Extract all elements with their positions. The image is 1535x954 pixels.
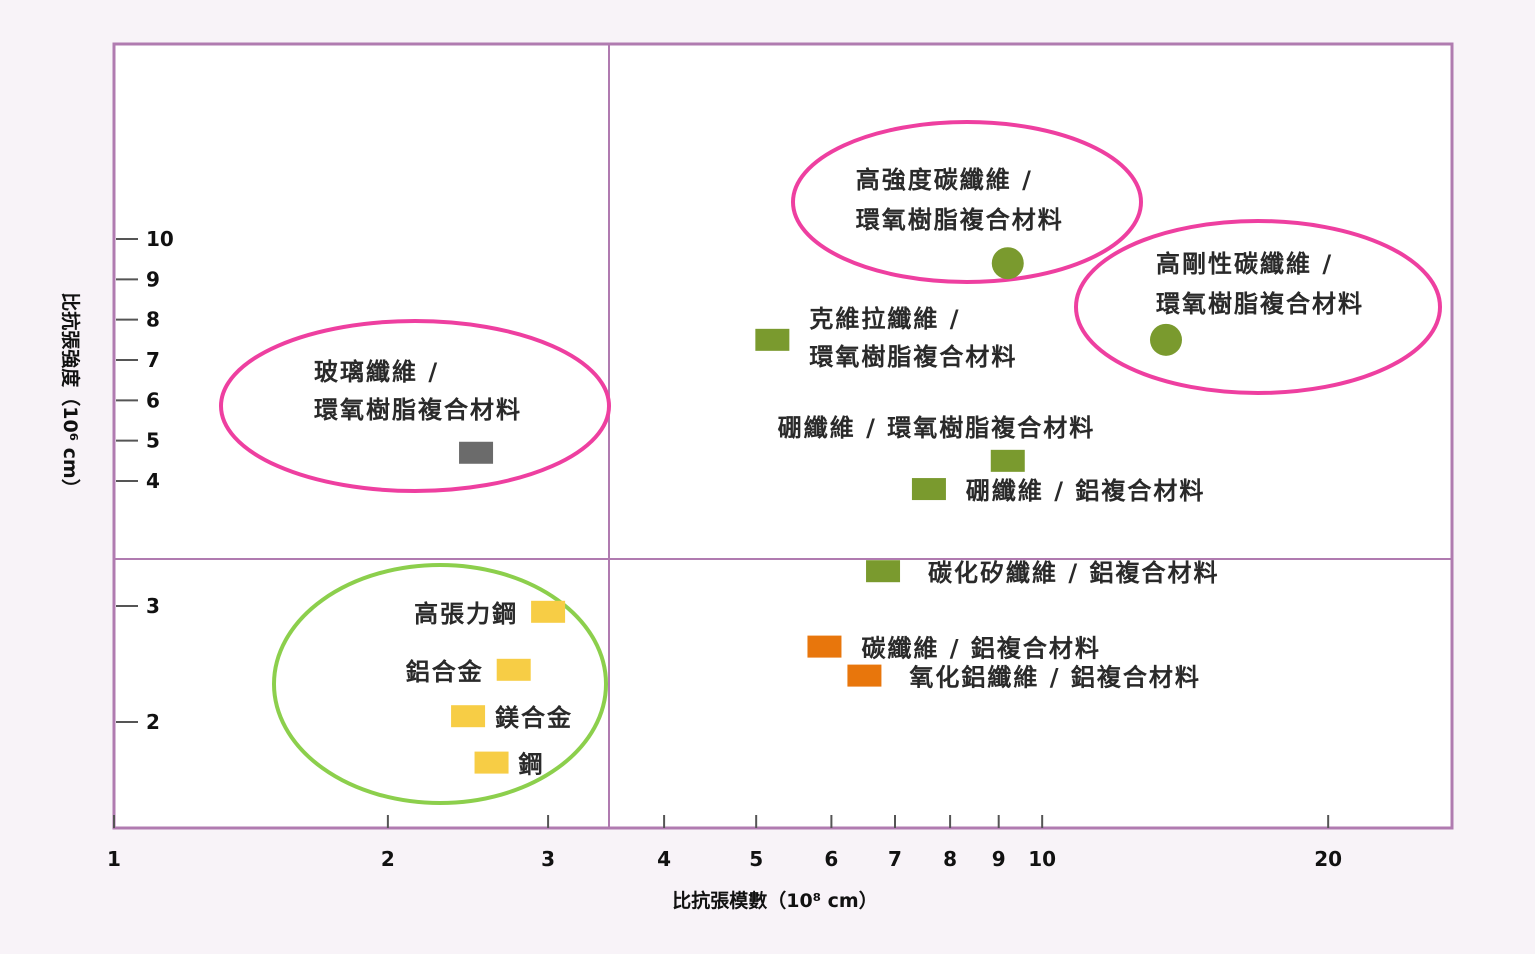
- data-point-square: [755, 328, 790, 351]
- metals-ellipse: [272, 563, 608, 805]
- point-label: 高強度碳纖維 /: [856, 166, 1033, 194]
- y-tick-label: 10: [146, 227, 174, 251]
- y-tick-label: 3: [146, 594, 160, 618]
- point-label: 環氧樹脂複合材料: [856, 206, 1064, 234]
- data-point-square: [451, 705, 486, 728]
- x-tick-label: 2: [381, 847, 395, 871]
- x-tick-label: 8: [943, 847, 957, 871]
- x-tick-label: 6: [824, 847, 838, 871]
- high-strength-carbon-ellipse: [791, 120, 1143, 284]
- point-label: 高剛性碳纖維 /: [1156, 250, 1333, 278]
- y-tick-label: 6: [146, 388, 160, 412]
- data-point-square: [847, 664, 882, 687]
- data-point-square: [911, 478, 946, 501]
- y-axis-title: 比抗張強度（10⁶ cm）: [59, 292, 82, 497]
- x-axis-title: 比抗張模數（10⁸ cm）: [672, 889, 877, 912]
- point-label: 環氧樹脂複合材料: [314, 396, 522, 424]
- y-tick-label: 2: [146, 710, 160, 734]
- highlight-ellipses: [219, 120, 1442, 805]
- x-tick-label: 20: [1314, 847, 1342, 871]
- point-label: 鎂合金: [495, 704, 573, 732]
- point-label: 碳纖維 / 鋁複合材料: [861, 635, 1100, 663]
- data-point-square: [459, 441, 494, 464]
- point-label: 環氧樹脂複合材料: [809, 343, 1017, 371]
- plot-frame: [112, 42, 1454, 830]
- y-tick-label: 4: [146, 469, 160, 493]
- x-tick-label: 5: [749, 847, 763, 871]
- point-label: 氧化鋁纖維 / 鋁複合材料: [909, 664, 1200, 692]
- y-tick-label: 5: [146, 429, 160, 453]
- x-tick-label: 10: [1028, 847, 1056, 871]
- point-label: 克維拉纖維 /: [809, 305, 960, 333]
- high-modulus-carbon-ellipse: [1074, 219, 1442, 395]
- x-tick-label: 1: [107, 847, 121, 871]
- point-label: 高張力鋼: [414, 600, 518, 628]
- data-point-square: [531, 600, 566, 623]
- data-point-square: [990, 449, 1025, 472]
- data-point-square: [474, 751, 509, 774]
- x-tick-label: 3: [541, 847, 555, 871]
- data-markers: [451, 247, 1182, 774]
- y-tick-label: 8: [146, 308, 160, 332]
- point-label: 玻璃纖維 /: [314, 358, 439, 386]
- point-label: 環氧樹脂複合材料: [1156, 290, 1364, 318]
- x-tick-label: 4: [657, 847, 671, 871]
- data-point-square: [807, 635, 842, 658]
- x-tick-label: 7: [888, 847, 902, 871]
- point-label: 硼纖維 / 環氧樹脂複合材料: [778, 414, 1095, 442]
- point-label: 硼纖維 / 鋁複合材料: [966, 477, 1205, 505]
- data-point-square: [866, 560, 901, 583]
- data-point-circle: [1149, 323, 1182, 356]
- point-label: 碳化矽纖維 / 鋁複合材料: [928, 559, 1219, 587]
- data-point-circle: [991, 247, 1024, 280]
- data-point-square: [496, 658, 531, 681]
- glass-fiber-ellipse: [219, 319, 611, 493]
- x-tick-label: 9: [992, 847, 1006, 871]
- point-label: 鋁合金: [406, 658, 484, 686]
- ticks-layer: 1 2 3 4 5 6 7 8 9 10 20 10 9 8 7 6 5 4 3 2: [107, 227, 1342, 871]
- y-tick-label: 7: [146, 348, 160, 372]
- point-label: 鋼: [519, 751, 545, 779]
- y-tick-label: 9: [146, 267, 160, 291]
